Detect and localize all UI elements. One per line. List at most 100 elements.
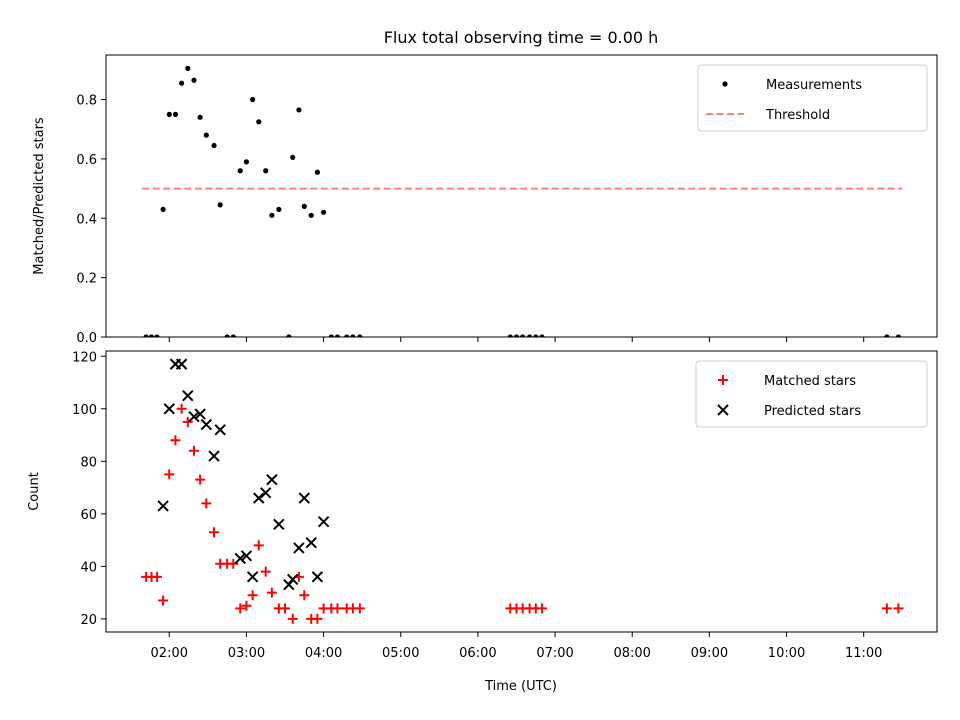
- matched-stars-point: [241, 600, 252, 611]
- measurements-point: [344, 334, 350, 337]
- predicted-stars-point: [273, 518, 285, 531]
- y-tick-label: 0.2: [76, 272, 97, 287]
- top-panel: 0.0 0.2 0.4 0.6 0.8 Matched/Predicted stars Me…: [32, 54, 938, 346]
- predicted-stars-point: [317, 515, 330, 528]
- measurements-point: [314, 169, 321, 175]
- y-tick-label: 20: [80, 613, 97, 628]
- y-tick-label: 60: [80, 508, 97, 523]
- y-axis-label: Matched/Predicted stars: [32, 117, 47, 275]
- measurements-point: [328, 334, 334, 337]
- legend-box: [697, 64, 928, 132]
- y-tick-label: 0.6: [76, 153, 97, 168]
- measurements-point: [539, 334, 545, 337]
- y-tick-label: 80: [80, 455, 97, 470]
- y-tick-label: 120: [72, 350, 97, 365]
- measurements-point: [243, 159, 250, 165]
- matched-stars-point: [312, 613, 323, 624]
- y-tick-label: 100: [72, 403, 97, 418]
- matched-stars-point: [158, 595, 169, 606]
- measurements-point: [308, 212, 314, 218]
- matched-stars-point: [188, 445, 199, 456]
- measurements-point: [203, 132, 209, 138]
- measurements-point: [357, 334, 363, 337]
- measurements-point: [143, 334, 149, 337]
- matched-stars-point: [354, 603, 365, 614]
- x-tick-label: 08:00: [613, 646, 650, 661]
- predicted-stars-point: [298, 492, 311, 504]
- matched-stars-point: [228, 558, 239, 569]
- predicted-stars-point: [266, 473, 278, 486]
- matched-stars-point: [280, 603, 291, 614]
- matched-stars-point: [893, 603, 904, 614]
- plot-area: [141, 358, 904, 624]
- measurements-point: [172, 111, 179, 117]
- y-tick-label: 0.0: [76, 331, 97, 346]
- predicted-stars-point: [253, 492, 265, 504]
- matched-stars-point: [201, 498, 212, 509]
- matched-stars-point: [151, 571, 162, 582]
- measurements-point: [224, 334, 230, 337]
- measurements-point: [320, 209, 327, 215]
- x-axis-label: Time (UTC): [484, 679, 557, 694]
- legend-handle-measurements: [722, 81, 728, 87]
- predicted-stars-point: [182, 389, 194, 402]
- predicted-stars-point: [260, 487, 272, 499]
- axes-frame: [105, 54, 938, 338]
- measurements-point: [296, 107, 302, 113]
- matched-stars-point: [164, 469, 175, 480]
- measurements-point: [263, 168, 269, 174]
- matched-stars-point: [247, 590, 258, 601]
- chart-title: Flux total observing time = 0.00 h: [384, 28, 659, 47]
- predicted-stars-point: [311, 571, 324, 583]
- measurements-point: [520, 334, 526, 337]
- matched-stars-point: [170, 435, 181, 446]
- measurements-point: [301, 203, 307, 209]
- legend-label-matched-stars: Matched stars: [764, 374, 856, 389]
- predicted-stars-point: [194, 408, 206, 420]
- predicted-stars-point: [208, 450, 220, 462]
- matched-stars-point: [182, 416, 193, 427]
- x-tick-label: 07:00: [536, 646, 573, 661]
- y-tick-label: 0.8: [76, 94, 97, 109]
- x-tick-label: 05:00: [382, 646, 419, 661]
- y-axis-label: Count: [27, 472, 42, 511]
- matched-stars-point: [266, 587, 277, 598]
- y-tick-label: 40: [80, 560, 97, 575]
- matched-stars-point: [881, 603, 892, 614]
- predicted-stars-point: [240, 550, 253, 562]
- matched-stars-point: [235, 603, 246, 614]
- measurements-point: [217, 202, 223, 208]
- legend-label-measurements: Measurements: [766, 78, 862, 93]
- measurements-point: [533, 334, 539, 337]
- predicted-stars-point: [246, 571, 259, 583]
- y-tick-label: 0.4: [76, 212, 97, 227]
- x-tick-label: 03:00: [228, 646, 265, 661]
- measurements-point: [185, 65, 191, 71]
- matched-stars-point: [195, 474, 206, 485]
- predicted-stars-point: [157, 500, 169, 512]
- measurements-point: [895, 334, 902, 337]
- measurements-point: [527, 334, 533, 337]
- matched-stars-point: [536, 603, 547, 614]
- matched-stars-point: [176, 403, 187, 414]
- measurements-point: [286, 334, 292, 337]
- matched-stars-point: [287, 613, 298, 624]
- measurements-point: [160, 206, 166, 212]
- measurements-point: [884, 334, 890, 337]
- predicted-stars-point: [214, 424, 226, 436]
- legend-handle-matched-stars: [718, 375, 728, 385]
- measurements-point: [276, 206, 282, 212]
- plot-area: [142, 65, 903, 337]
- measurements-point: [230, 334, 236, 337]
- x-tick-label: 10:00: [768, 646, 805, 661]
- x-tick-label: 06:00: [459, 646, 496, 661]
- measurements-point: [269, 212, 275, 218]
- matched-stars-point: [299, 590, 310, 601]
- measurements-point: [290, 154, 296, 161]
- legend-label-threshold: Threshold: [765, 108, 830, 123]
- predicted-stars-point: [163, 403, 175, 415]
- matched-stars-point: [332, 603, 343, 614]
- predicted-stars-point: [188, 410, 200, 423]
- x-tick-label: 04:00: [305, 646, 342, 661]
